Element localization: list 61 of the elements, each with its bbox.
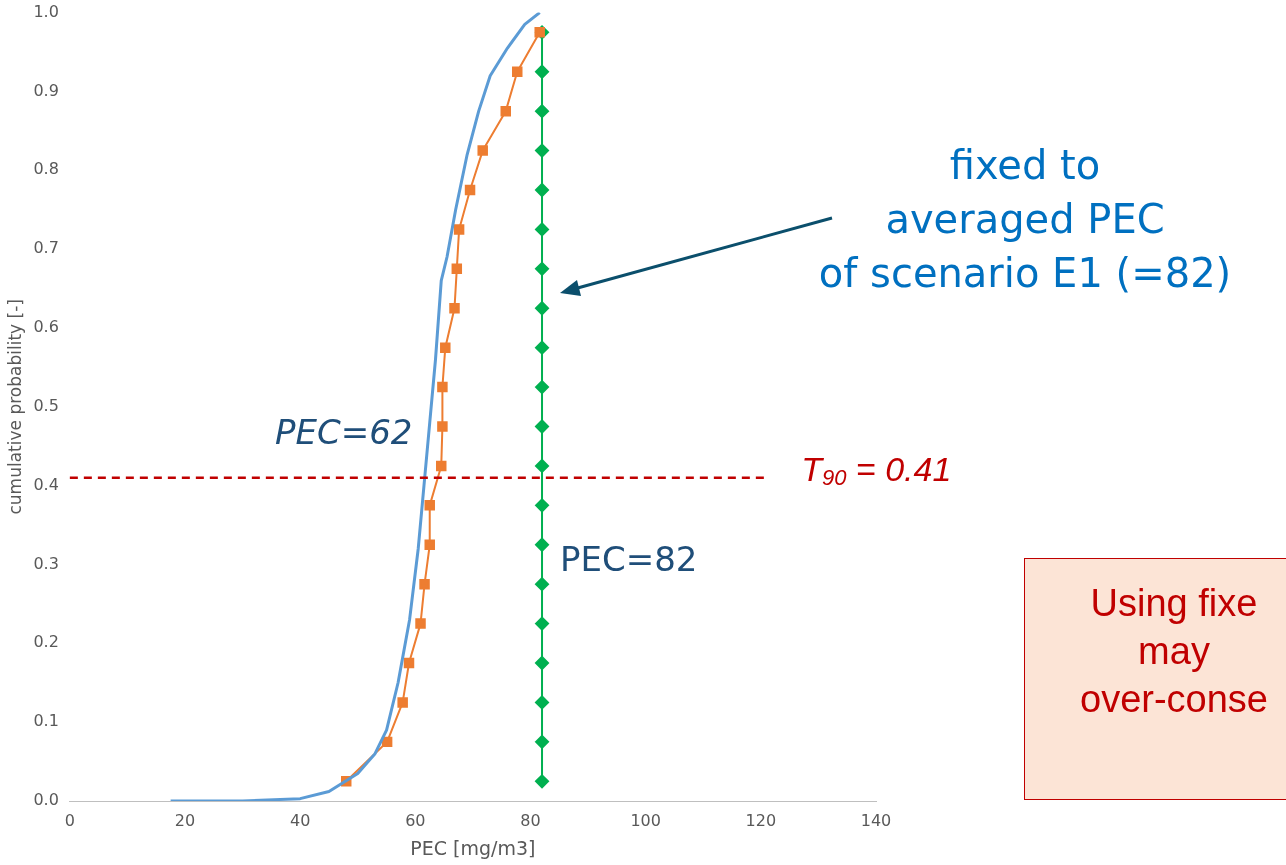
point	[535, 222, 550, 237]
y-tick-label: 0.9	[33, 80, 59, 100]
x-tick-label: 40	[290, 810, 311, 830]
point	[424, 500, 435, 511]
point	[535, 498, 550, 513]
y-tick-label: 0.6	[33, 317, 59, 337]
point	[453, 224, 465, 235]
x-tick-label: 20	[174, 810, 196, 830]
annotation: PEC=62	[275, 411, 413, 454]
y-tick-label: 0.8	[33, 159, 59, 179]
y-tick-label: 1.0	[33, 1, 59, 21]
point	[419, 578, 430, 590]
y-tick-label: 0.4	[33, 474, 59, 494]
point	[535, 774, 550, 789]
point	[464, 184, 476, 196]
point	[535, 64, 550, 79]
point	[535, 616, 550, 631]
y-tick-label: 0.7	[33, 238, 59, 258]
point	[535, 301, 550, 316]
y-tick-label: 0.1	[33, 711, 59, 731]
x-tick-label: 100	[630, 810, 661, 830]
point	[535, 458, 550, 473]
y-tick-label: 0.3	[33, 553, 59, 573]
point	[437, 381, 448, 393]
annotation: fixed to averaged PEC of scenario E1 (=82)	[817, 141, 1233, 298]
point	[512, 66, 523, 77]
y-tick-label: 0.0	[33, 790, 59, 810]
point	[535, 380, 550, 395]
point	[535, 143, 550, 158]
annotation: PEC=82	[560, 538, 698, 581]
point	[535, 340, 550, 355]
point	[403, 657, 415, 669]
point	[535, 537, 550, 552]
x-tick-label: 140	[860, 810, 892, 830]
point	[477, 145, 488, 156]
point	[397, 697, 408, 708]
point	[535, 419, 550, 434]
x-axis-title: PEC [mg/m3]	[410, 836, 536, 859]
point	[436, 460, 447, 472]
point	[437, 421, 448, 432]
point	[500, 105, 511, 117]
x-tick-label: 120	[745, 810, 777, 830]
point	[451, 263, 463, 275]
text: Using fixe may over-conse	[1024, 558, 1286, 800]
point	[415, 618, 426, 629]
x-tick-label: 0	[64, 810, 75, 830]
point	[535, 104, 550, 119]
point	[535, 182, 550, 197]
point	[535, 695, 550, 710]
y-axis-title: cumulative probability [-]	[4, 299, 25, 515]
point	[535, 734, 550, 749]
point	[535, 656, 550, 671]
point	[449, 303, 460, 314]
point	[535, 261, 550, 276]
point	[440, 342, 451, 353]
point	[424, 539, 435, 551]
x-tick-label: 80	[520, 810, 541, 830]
x-tick-label: 60	[405, 810, 426, 830]
y-tick-label: 0.2	[33, 632, 59, 652]
y-tick-label: 0.5	[33, 395, 59, 415]
point	[535, 577, 550, 592]
